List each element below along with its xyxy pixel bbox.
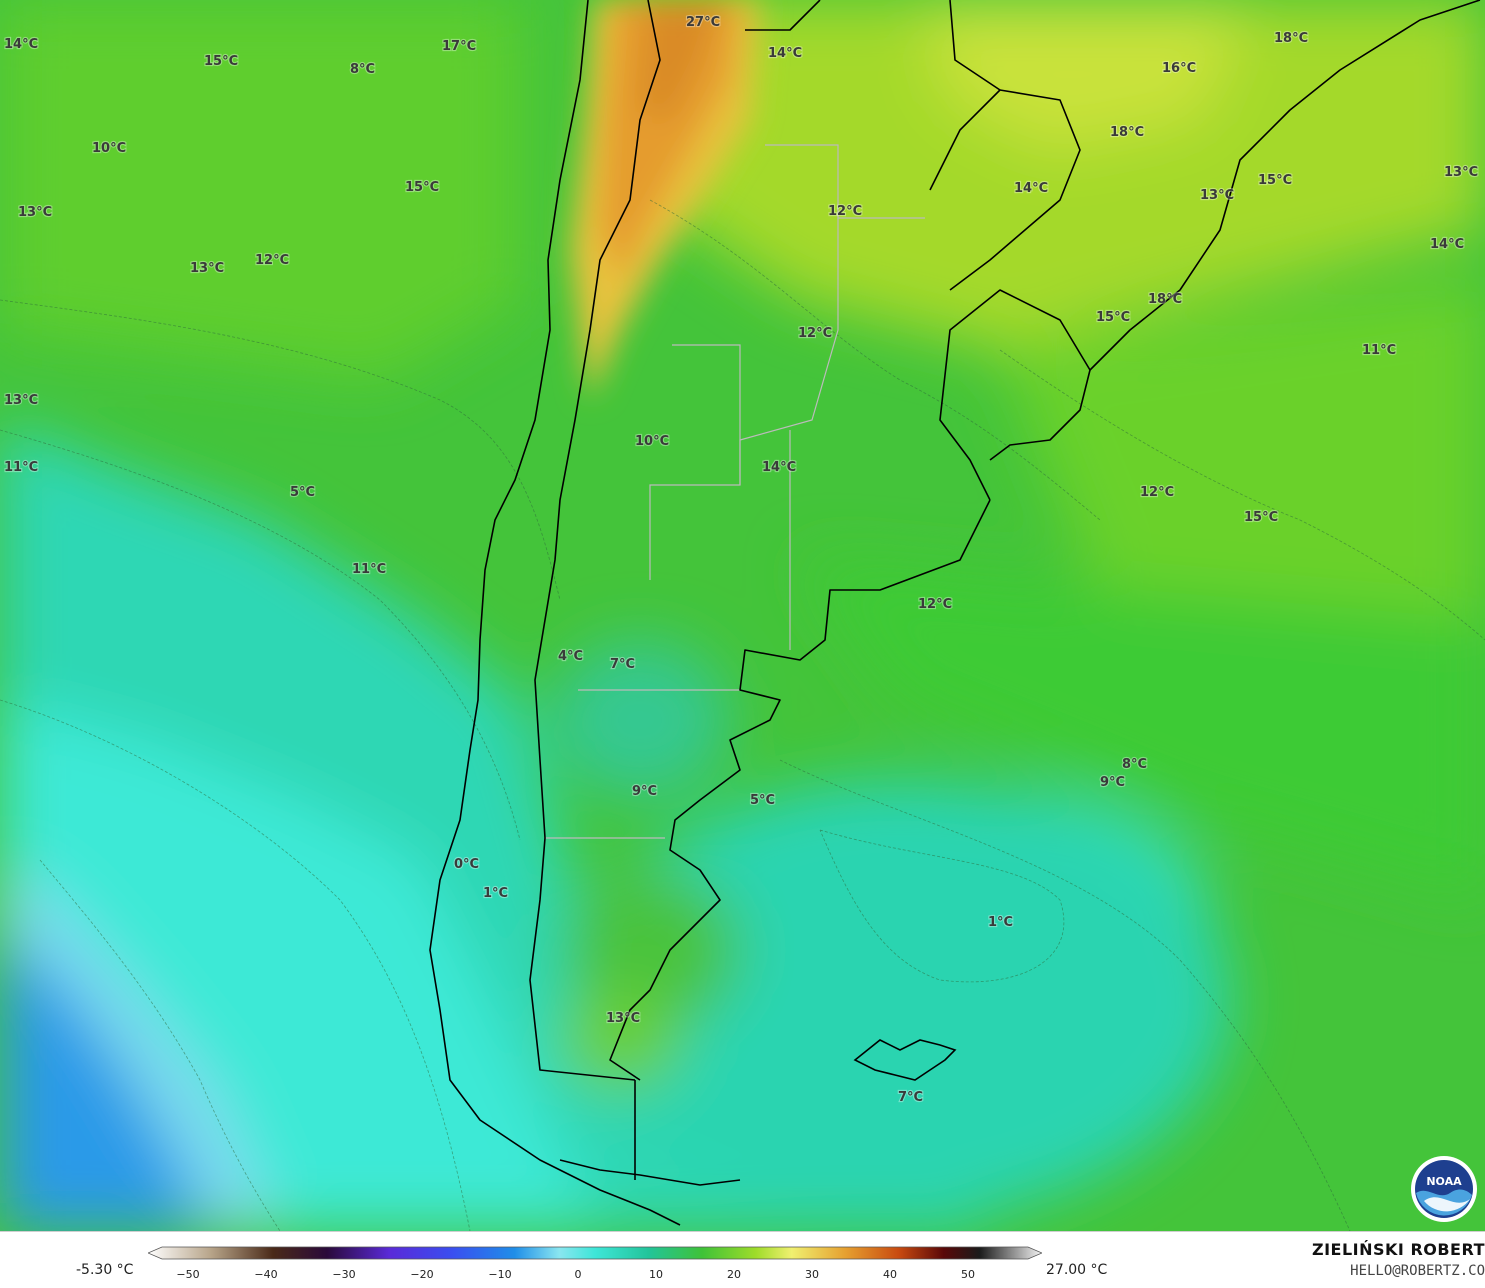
temp-label: 5°C — [750, 793, 775, 808]
temp-label: 14°C — [1014, 181, 1048, 196]
temp-label: 18°C — [1110, 125, 1144, 140]
temp-label: 1°C — [483, 886, 508, 901]
legend-footer: -5.30 °C — [0, 1231, 1485, 1288]
country-borders — [429, 0, 1481, 1226]
temp-label: 12°C — [255, 253, 289, 268]
temp-label: 7°C — [610, 657, 635, 672]
temp-label: 16°C — [1162, 61, 1196, 76]
temp-label: 12°C — [798, 326, 832, 341]
temp-label: 14°C — [1430, 237, 1464, 252]
scale-tick: −20 — [410, 1268, 433, 1281]
temp-label: 18°C — [1148, 292, 1182, 307]
legend-max-value: 27.00 °C — [1046, 1262, 1108, 1278]
temp-label: 9°C — [1100, 775, 1125, 790]
scale-tick: −40 — [254, 1268, 277, 1281]
temp-label: 4°C — [558, 649, 583, 664]
temp-label: 15°C — [1244, 510, 1278, 525]
province-borders — [545, 144, 925, 839]
temp-label: 13°C — [190, 261, 224, 276]
temp-label: 9°C — [632, 784, 657, 799]
temp-label: 14°C — [4, 37, 38, 52]
temp-label: 10°C — [92, 141, 126, 156]
noaa-logo: NOAA — [1410, 1155, 1478, 1223]
temp-label: 8°C — [350, 62, 375, 77]
temp-label: 13°C — [18, 205, 52, 220]
scale-tick: −30 — [332, 1268, 355, 1281]
temp-label: 11°C — [4, 460, 38, 475]
temp-label: 13°C — [1200, 188, 1234, 203]
scale-tick: 10 — [649, 1268, 663, 1281]
temperature-map: 14°C 15°C 8°C 17°C 27°C 14°C 18°C 16°C 1… — [0, 0, 1485, 1231]
temp-label: 14°C — [768, 46, 802, 61]
temp-label: 12°C — [918, 597, 952, 612]
temperature-field — [0, 0, 1485, 1231]
temp-label: 14°C — [762, 460, 796, 475]
legend-min-value: -5.30 °C — [76, 1262, 134, 1278]
scale-tick: 0 — [575, 1268, 582, 1281]
scale-tick: 40 — [883, 1268, 897, 1281]
temp-label: 13°C — [606, 1011, 640, 1026]
temp-label: 15°C — [405, 180, 439, 195]
temp-label: 17°C — [442, 39, 476, 54]
temp-label: 1°C — [988, 915, 1013, 930]
temp-label: 0°C — [454, 857, 479, 872]
temp-label: 15°C — [1096, 310, 1130, 325]
temp-label: 8°C — [1122, 757, 1147, 772]
temp-label: 15°C — [1258, 173, 1292, 188]
noaa-logo-text: NOAA — [1426, 1175, 1462, 1188]
temp-label: 11°C — [352, 562, 386, 577]
scale-tick: 30 — [805, 1268, 819, 1281]
scale-tick: 20 — [727, 1268, 741, 1281]
andes-warm-band — [570, 0, 760, 400]
temp-label: 5°C — [290, 485, 315, 500]
temp-label: 13°C — [4, 393, 38, 408]
temp-label: 27°C — [686, 15, 720, 30]
temperature-labels: 14°C 15°C 8°C 17°C 27°C 14°C 18°C 16°C 1… — [3, 14, 1479, 1106]
scale-tick: −50 — [176, 1268, 199, 1281]
temp-label: 12°C — [828, 204, 862, 219]
author-email: HELLO@ROBERTZ.CO — [1350, 1263, 1485, 1279]
temp-label: 15°C — [204, 54, 238, 69]
temp-label: 11°C — [1362, 343, 1396, 358]
temp-label: 7°C — [898, 1090, 923, 1105]
temp-label: 12°C — [1140, 485, 1174, 500]
author-name: ZIELIŃSKI ROBERT — [1311, 1240, 1485, 1259]
scale-tick: −10 — [488, 1268, 511, 1281]
isotherm-lines — [0, 199, 1485, 1231]
scale-ticks: −50 −40 −30 −20 −10 0 10 20 30 40 50 — [176, 1268, 975, 1281]
temp-label: 10°C — [635, 434, 669, 449]
temp-label: 18°C — [1274, 31, 1308, 46]
color-scale-bar: −50 −40 −30 −20 −10 0 10 20 30 40 50 — [148, 1246, 1042, 1281]
falkland-islands — [853, 1039, 957, 1081]
temp-label: 13°C — [1444, 165, 1478, 180]
scale-gradient — [148, 1246, 1042, 1260]
scale-tick: 50 — [961, 1268, 975, 1281]
